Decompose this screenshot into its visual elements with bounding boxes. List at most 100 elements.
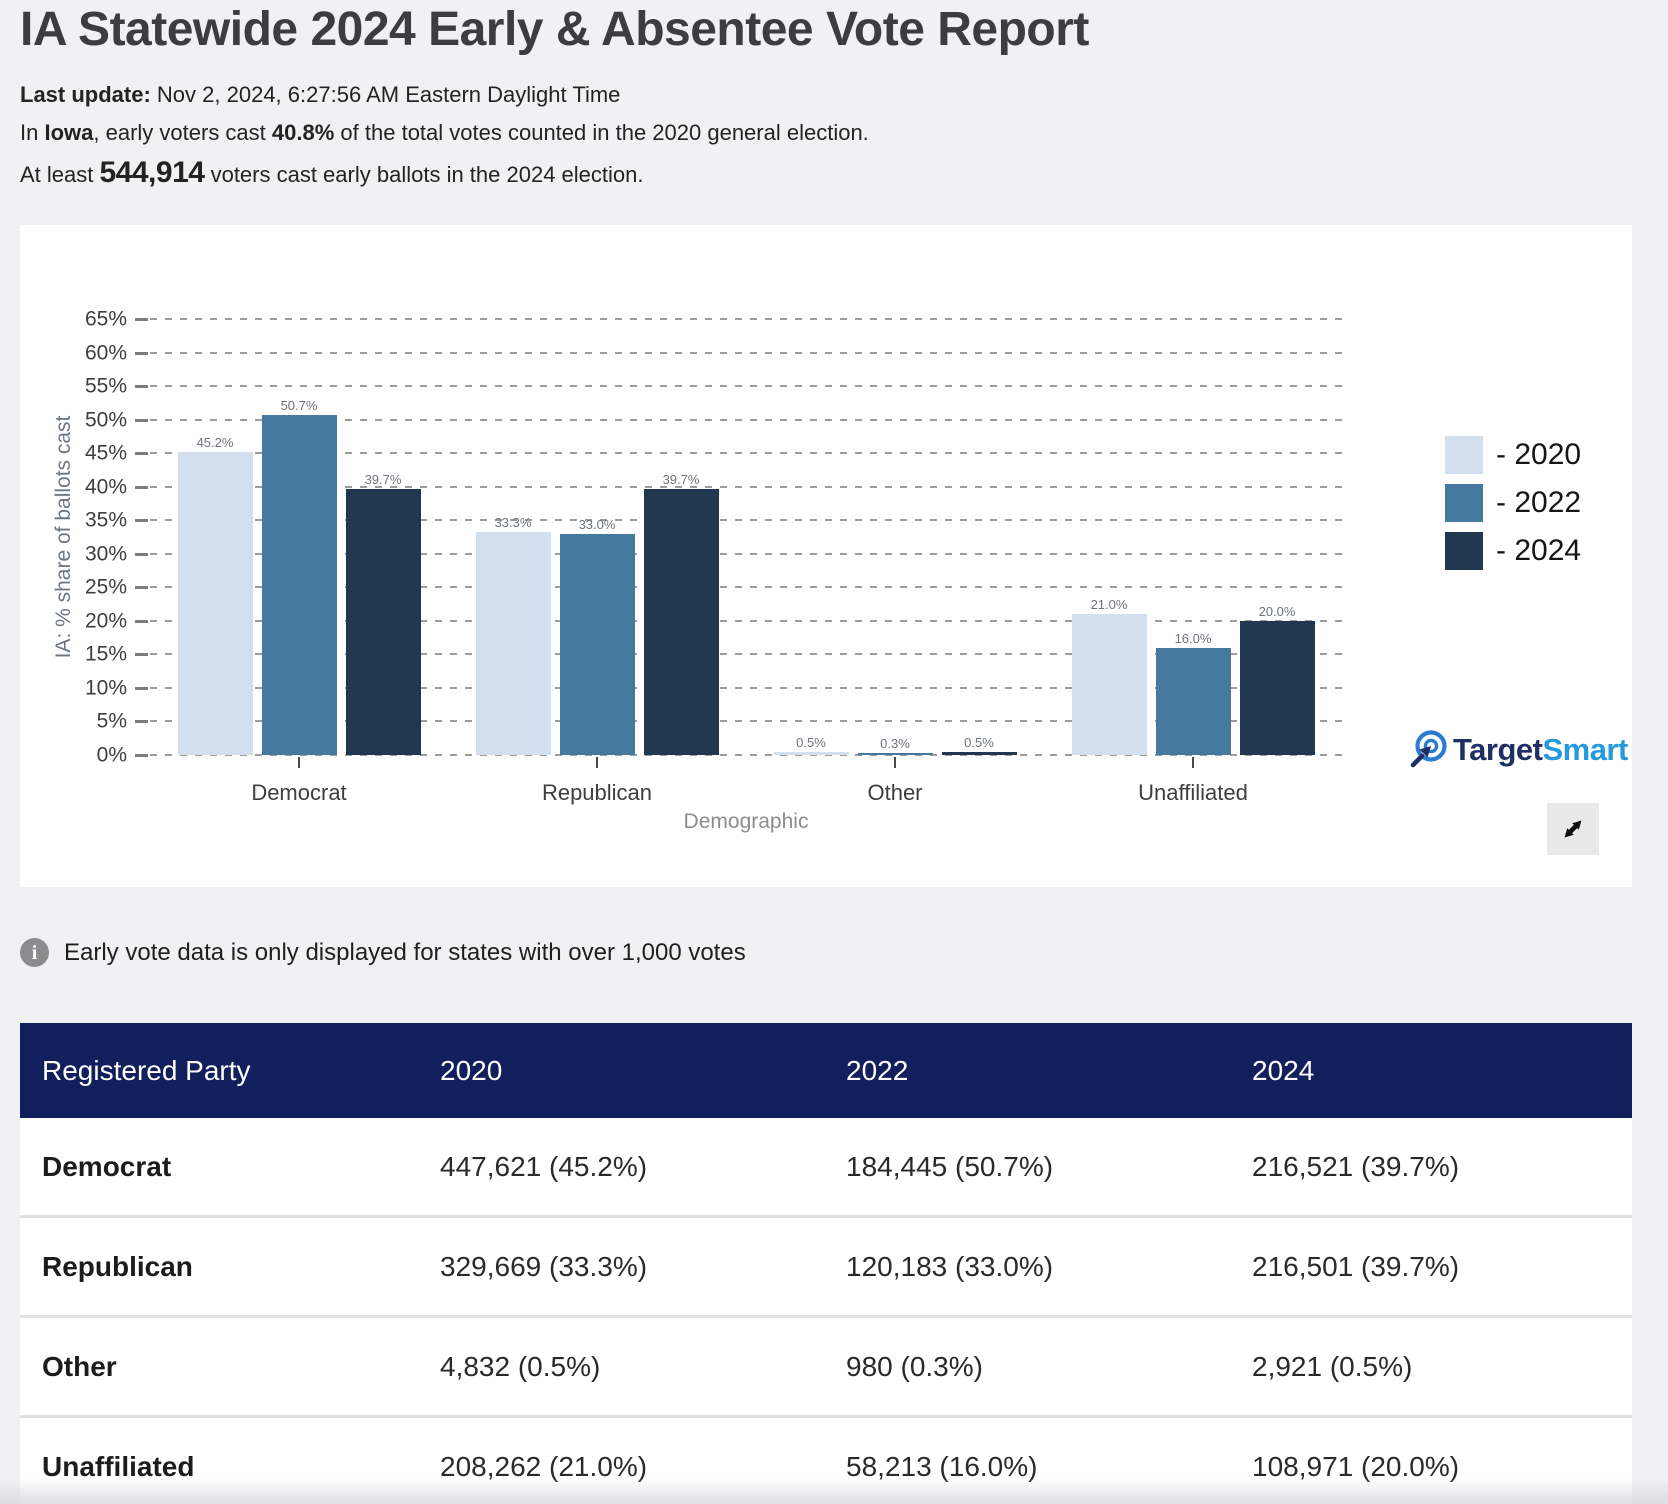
x-category-label-democrat: Democrat — [251, 779, 347, 805]
x-axis-title: Demographic — [683, 810, 809, 833]
party-name: Republican — [42, 1250, 193, 1282]
summary-2020-pre: In — [20, 120, 39, 145]
bar-democrat-2024[interactable] — [345, 488, 421, 755]
y-tick-label: 60% — [84, 341, 127, 365]
bar-value-label: 39.7% — [364, 471, 402, 487]
y-tick-label: 45% — [84, 441, 127, 465]
bar-value-label: 33.0% — [578, 516, 616, 532]
x-category-label-other: Other — [867, 779, 923, 805]
bar-cell: 16.0% — [1155, 630, 1231, 755]
bar-value-label: 20.0% — [1258, 603, 1296, 619]
y-tick-label: 40% — [84, 475, 127, 499]
y-tick-label: 35% — [84, 508, 127, 532]
plot-area: 0% 5% 10% 15% 20% 25% 30% 35% 40% 45% 50% 55% 60% 65%… — [85, 309, 1342, 805]
summary-2020-mid: , early voters cast — [93, 120, 266, 145]
bar-value-label: 16.0% — [1174, 630, 1212, 646]
bar-cell: 0.5% — [773, 734, 849, 755]
x-tick-mark — [894, 757, 896, 768]
info-note-text: Early vote data is only displayed for st… — [64, 938, 746, 966]
bar-value-label: 21.0% — [1090, 597, 1128, 613]
bar-cell: 50.7% — [261, 399, 337, 755]
x-category-label-republican: Republican — [541, 779, 653, 805]
legend-swatch-2020 — [1445, 436, 1483, 474]
gridline-15: 15% — [85, 644, 1342, 665]
bar-other-2024[interactable] — [941, 751, 1017, 755]
bar-cell: 20.0% — [1239, 603, 1315, 755]
y-tick-label: 5% — [96, 709, 127, 733]
votes-2020: 329,669 (33.3%) — [440, 1250, 648, 1282]
table-row-republican: Republican 329,669 (33.3%) 120,183 (33.0… — [20, 1215, 1632, 1315]
bar-value-label: 0.3% — [880, 736, 910, 751]
x-category-label-unaffiliated: Unaffiliated — [1138, 779, 1248, 805]
y-tick-label: 50% — [84, 408, 127, 432]
votes-2022: 120,183 (33.0%) — [846, 1250, 1054, 1282]
summary-2020-post: of the total votes counted in the 2020 g… — [340, 120, 869, 145]
bar-republican-2020[interactable] — [475, 531, 551, 755]
chart-card: IA: % share of ballots cast 0% 5% 10% 15% 20… — [20, 225, 1632, 887]
bar-value-label: 0.5% — [964, 734, 994, 750]
bar-other-2022[interactable] — [857, 753, 933, 755]
legend-label-2022: - 2022 — [1496, 486, 1582, 519]
gridline-5: 5% — [97, 711, 1342, 732]
votes-2024: 216,521 (39.7%) — [1252, 1150, 1460, 1182]
bar-cell: 39.7% — [643, 471, 719, 755]
y-tick-mark — [135, 318, 148, 321]
y-tick-label: 15% — [84, 642, 127, 666]
bar-democrat-2020[interactable] — [177, 451, 253, 755]
x-tick-mark — [298, 757, 300, 768]
info-icon: i — [20, 938, 49, 967]
summary-2024-line: At least 544,914 voters cast early ballo… — [20, 156, 644, 190]
y-tick-label: 30% — [84, 542, 127, 566]
gridline-40: 40% — [85, 476, 1342, 497]
bar-unaffiliated-2024[interactable] — [1239, 620, 1315, 755]
gridline-0: 0% — [97, 745, 1342, 766]
votes-2022: 980 (0.3%) — [846, 1350, 983, 1382]
early-vote-pct-2020: 40.8% — [271, 120, 335, 145]
last-update-line: Last update: Nov 2, 2024, 6:27:56 AM Eas… — [20, 82, 620, 108]
bar-value-label: 45.2% — [196, 434, 234, 450]
y-tick-label: 65% — [84, 307, 127, 331]
y-tick-mark — [135, 586, 148, 590]
bar-value-label: 39.7% — [662, 471, 700, 487]
bar-republican-2024[interactable] — [643, 488, 719, 755]
y-tick-mark — [135, 385, 148, 389]
bar-republican-2022[interactable] — [559, 533, 635, 755]
gridline-45: 45% — [85, 443, 1342, 464]
gridline-55: 55% — [85, 376, 1342, 397]
bar-other-2020[interactable] — [773, 751, 849, 755]
legend-item-2022[interactable]: - 2022 — [1445, 484, 1581, 522]
expand-chart-button[interactable] — [1547, 803, 1599, 855]
bar-cell: 0.3% — [857, 736, 933, 755]
bar-unaffiliated-2022[interactable] — [1155, 647, 1231, 755]
legend-item-2020[interactable]: - 2020 — [1445, 436, 1581, 474]
bar-unaffiliated-2020[interactable] — [1071, 614, 1147, 755]
summary-2024-pre: At least — [20, 162, 94, 187]
y-tick-mark — [135, 720, 148, 724]
expand-diagonal-icon — [1564, 820, 1582, 838]
votes-2020: 4,832 (0.5%) — [440, 1350, 601, 1382]
bar-group-democrat: 45.2% 50.7% 39.7% Democrat — [150, 319, 448, 805]
y-tick-label: 55% — [84, 374, 127, 398]
summary-2024-post: voters cast early ballots in the 2024 el… — [210, 162, 644, 187]
y-tick-mark — [135, 754, 148, 757]
y-tick-label: 25% — [84, 575, 127, 599]
party-name: Other — [42, 1350, 117, 1382]
bar-cell: 39.7% — [345, 471, 421, 755]
info-note: i Early vote data is only displayed for … — [20, 938, 746, 967]
bar-cell: 33.0% — [559, 516, 635, 755]
bar-value-label: 0.5% — [796, 734, 826, 750]
bar-democrat-2022[interactable] — [261, 414, 337, 755]
y-tick-mark — [135, 686, 148, 690]
state-name: Iowa — [44, 120, 94, 145]
votes-2020: 208,262 (21.0%) — [440, 1450, 648, 1482]
y-tick-mark — [135, 452, 148, 456]
gridline-20: 20% — [85, 610, 1342, 631]
votes-2020: 447,621 (45.2%) — [440, 1150, 648, 1182]
early-ballot-count: 544,914 — [99, 156, 205, 189]
votes-2024: 2,921 (0.5%) — [1252, 1350, 1413, 1382]
legend-item-2024[interactable]: - 2024 — [1445, 532, 1581, 570]
votes-2022: 184,445 (50.7%) — [846, 1150, 1054, 1182]
column-header-2020: 2020 — [440, 1054, 503, 1086]
bar-group-other: 0.5% 0.3% 0.5% Other — [746, 319, 1044, 805]
